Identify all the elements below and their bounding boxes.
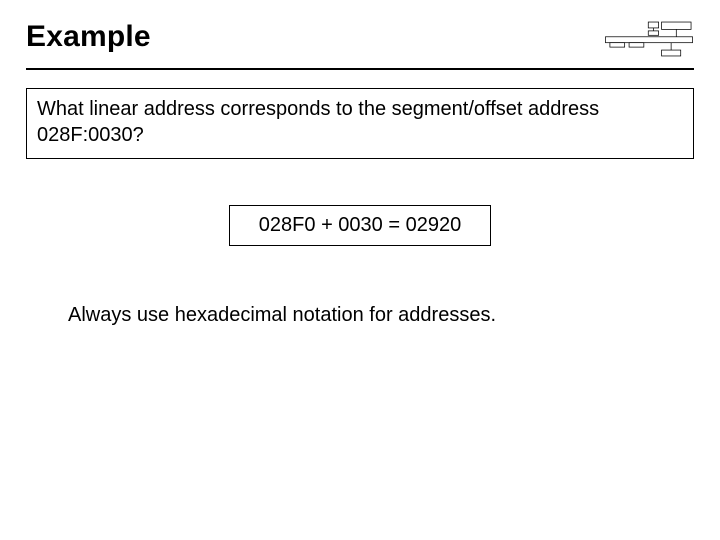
header: Example (26, 14, 694, 64)
architecture-diagram-icon (604, 14, 694, 64)
slide: Example What linear address corresponds … (0, 0, 720, 540)
answer-box: 028F0 + 0030 = 02920 (229, 205, 491, 246)
slide-title: Example (26, 14, 151, 54)
title-rule (26, 68, 694, 70)
question-box: What linear address corresponds to the s… (26, 88, 694, 159)
note-text: Always use hexadecimal notation for addr… (68, 304, 694, 327)
